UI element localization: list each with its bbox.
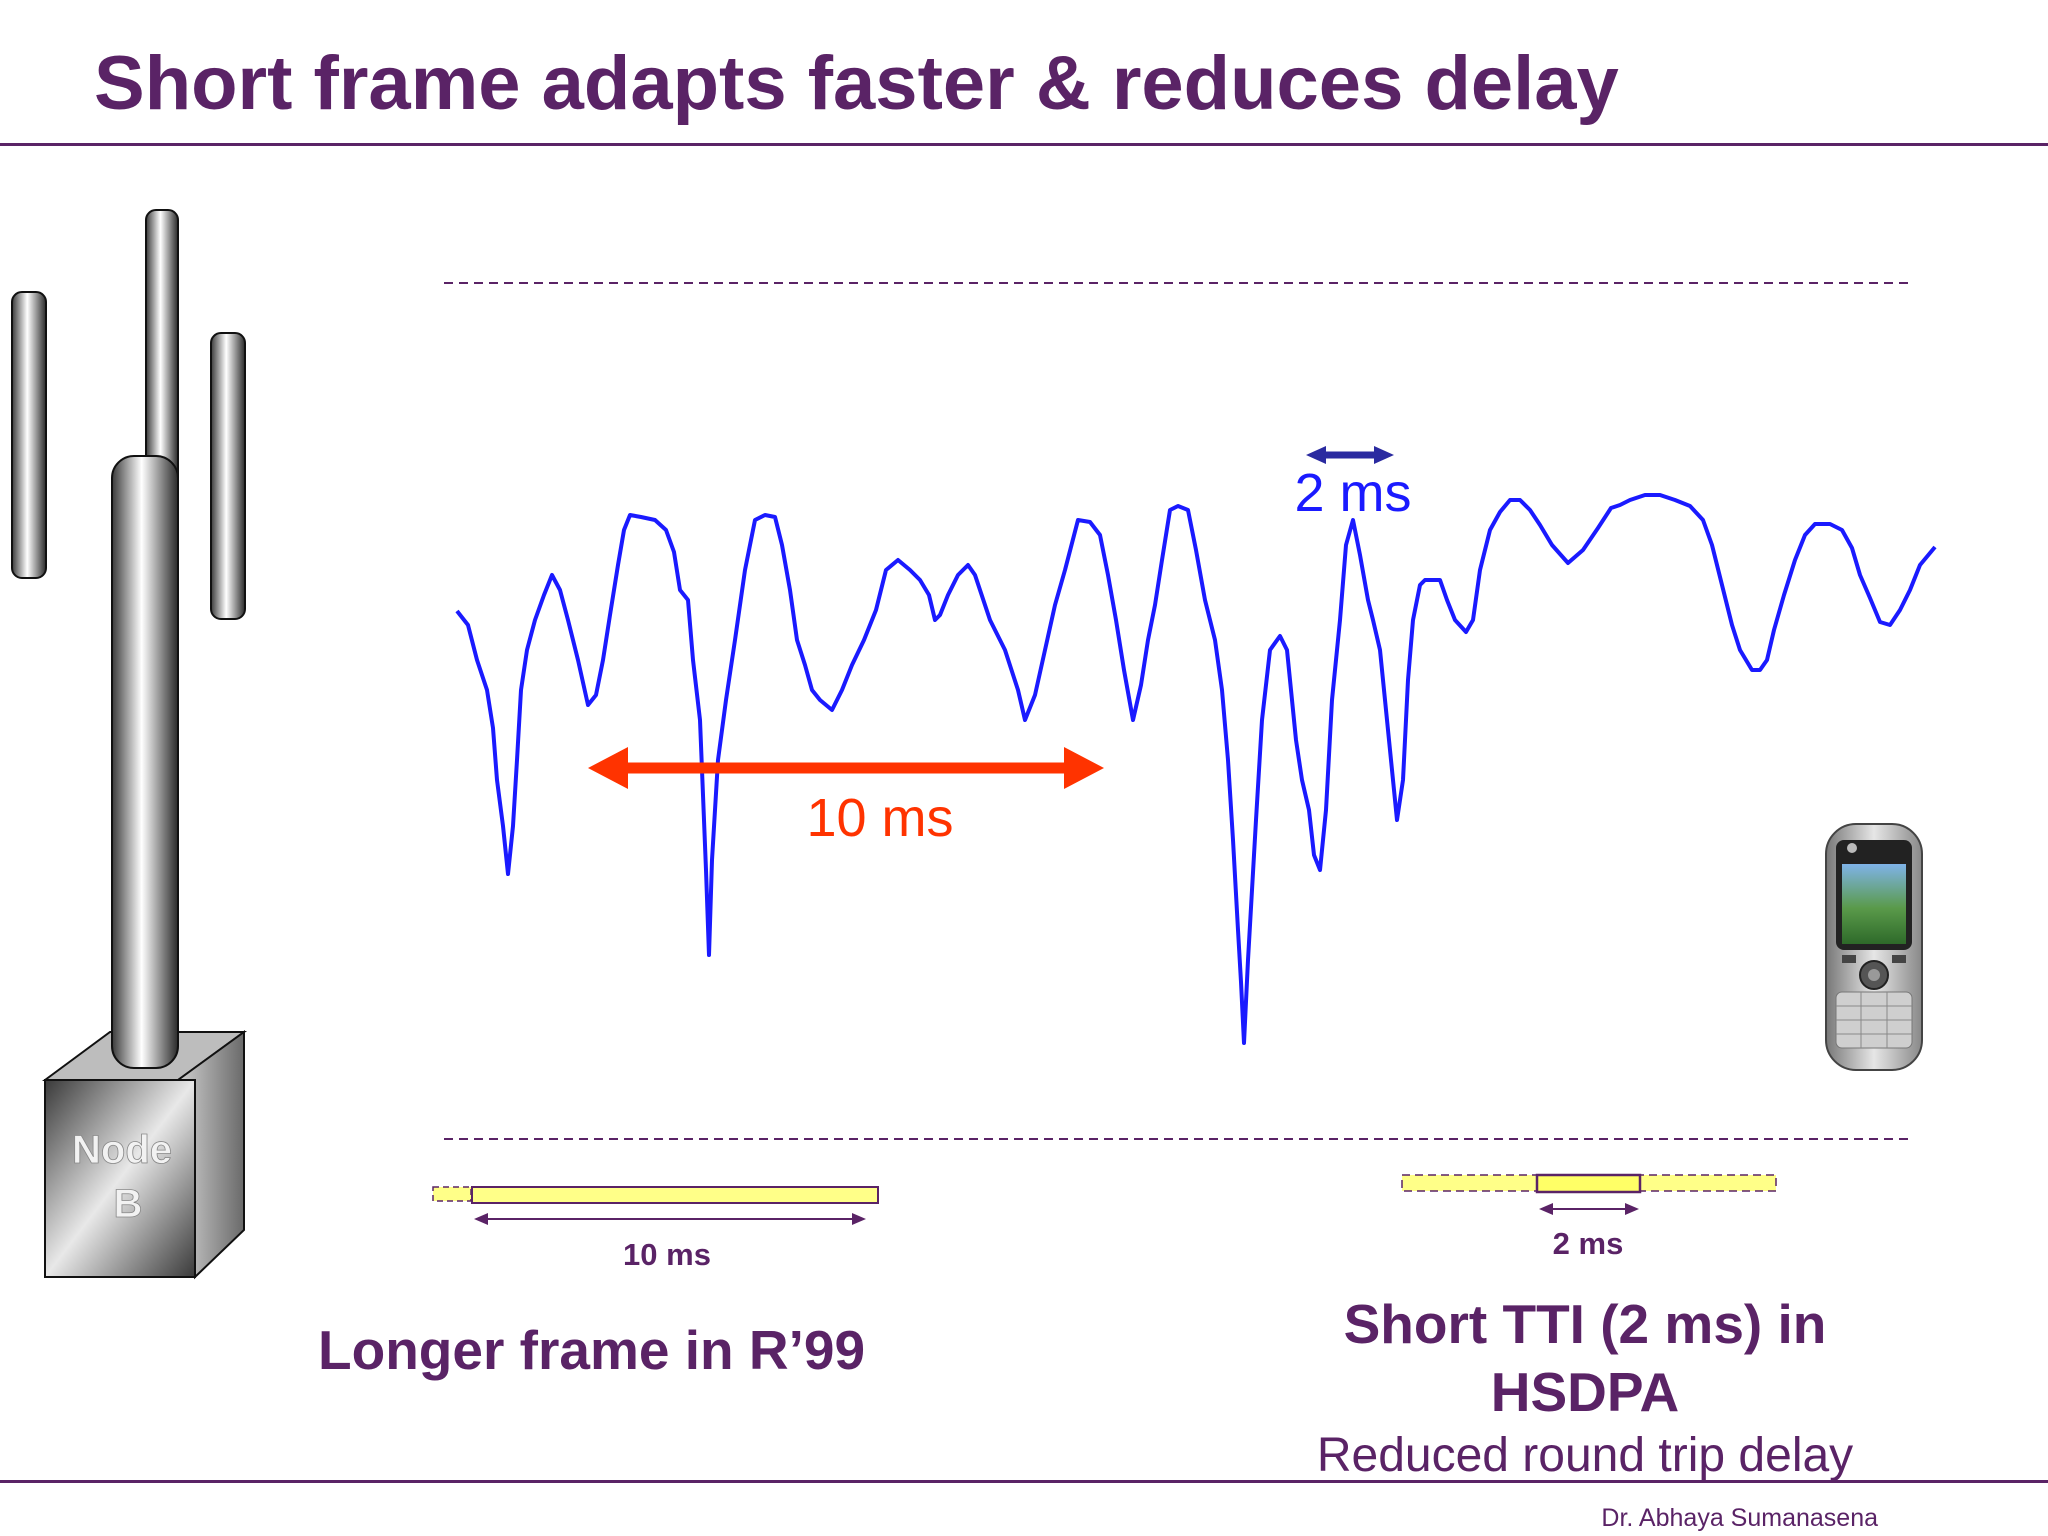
slide-title: Short frame adapts faster & reduces dela… [94, 41, 1619, 126]
fading-signal-trace [455, 493, 1937, 1045]
short-tti-arrow-label: 2 ms [1294, 463, 1411, 523]
title-divider [0, 143, 2048, 146]
hsdpa-tti-length-label: 2 ms [1553, 1226, 1624, 1261]
mobile-phone-image [1825, 823, 1923, 1071]
short-tti-double-arrow [1306, 446, 1394, 464]
r99-frame-length-label: 10 ms [623, 1237, 711, 1272]
author-credit: Dr. Abhaya Sumanasena [1601, 1504, 1878, 1532]
footer-divider [0, 1480, 2048, 1483]
r99-frame-timeline [432, 1186, 879, 1225]
node-b-box-front [44, 1079, 196, 1278]
long-frame-double-arrow [588, 747, 1104, 789]
node-b-label-line2: B [114, 1182, 143, 1226]
hsdpa-subcaption: Reduced round trip delay [1316, 1429, 1854, 1482]
r99-frame-bar [471, 1186, 879, 1204]
antenna-left [11, 291, 47, 579]
node-b-label-line1: Node [72, 1128, 172, 1172]
hsdpa-tti-bar [1535, 1173, 1642, 1194]
long-frame-arrow-label: 10 ms [806, 788, 953, 848]
antenna-right [210, 332, 246, 620]
phone-screen [1842, 864, 1906, 944]
hsdpa-caption: Short TTI (2 ms) in HSDPA [1343, 1293, 1827, 1423]
hsdpa-tti-timeline [1401, 1173, 1777, 1215]
r99-caption: Longer frame in R’99 [318, 1319, 866, 1381]
node-b-tower: Node B [11, 209, 248, 1280]
mast [111, 455, 179, 1069]
